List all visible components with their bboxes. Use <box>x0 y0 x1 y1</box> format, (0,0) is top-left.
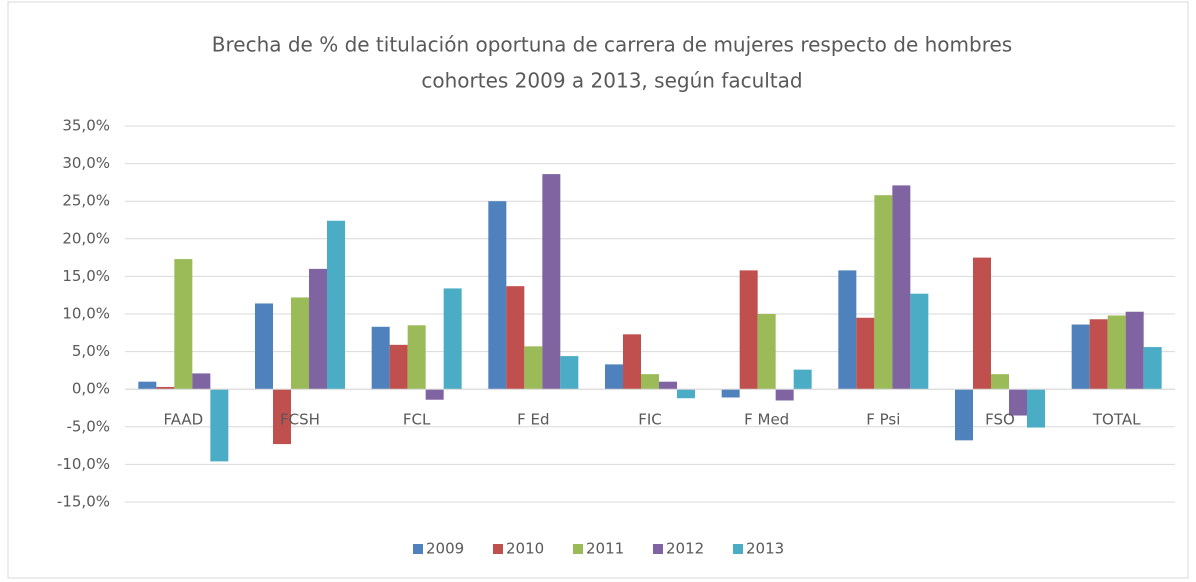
chart-frame <box>7 1 1189 579</box>
bar <box>407 325 426 390</box>
x-tick-label: TOTAL <box>1092 411 1141 429</box>
y-tick-label: -5,0% <box>66 417 110 435</box>
legend-swatch <box>493 544 503 554</box>
bar <box>1107 315 1126 390</box>
bar <box>1071 324 1090 390</box>
bar <box>874 195 893 390</box>
bar <box>1143 347 1162 390</box>
bar <box>838 270 857 390</box>
legend-swatch <box>733 544 743 554</box>
bar <box>425 389 444 400</box>
y-tick-label: 5,0% <box>72 342 110 360</box>
bar <box>892 185 911 390</box>
chart-title: Brecha de % de titulación oportuna de ca… <box>212 33 1012 57</box>
legend-label: 2010 <box>506 540 544 558</box>
bar <box>793 369 812 390</box>
bar <box>443 288 462 390</box>
x-tick-label: FIC <box>638 411 662 429</box>
bar <box>991 374 1009 390</box>
y-tick-label: 30,0% <box>62 154 110 172</box>
bar <box>1009 389 1027 416</box>
bar <box>856 317 875 390</box>
bar <box>309 268 327 390</box>
bar <box>605 364 623 390</box>
bar <box>542 174 561 390</box>
y-tick-label: 20,0% <box>62 229 110 247</box>
x-tick-label: F Ed <box>517 411 549 429</box>
bar <box>156 386 175 390</box>
bar <box>255 303 273 390</box>
y-tick-label: 15,0% <box>62 267 110 285</box>
bar <box>910 293 929 390</box>
bar <box>210 389 229 462</box>
bar <box>291 297 309 390</box>
bar <box>739 270 758 390</box>
legend-label: 2009 <box>426 540 464 558</box>
bar <box>973 257 991 390</box>
bar <box>560 356 579 390</box>
bar <box>524 346 543 390</box>
x-tick-label: F Psi <box>866 411 900 429</box>
y-tick-label: 0,0% <box>72 380 110 398</box>
x-tick-label: F Med <box>744 411 789 429</box>
x-tick-label: FCL <box>403 411 431 429</box>
bar <box>757 314 776 390</box>
legend-label: 2011 <box>586 540 624 558</box>
legend-swatch <box>653 544 663 554</box>
bar <box>623 334 641 390</box>
bar <box>1027 389 1045 428</box>
legend-swatch <box>413 544 423 554</box>
chart-title: cohortes 2009 a 2013, según facultad <box>421 69 802 93</box>
y-tick-label: 25,0% <box>62 192 110 210</box>
bar <box>488 201 507 390</box>
bar <box>775 389 794 401</box>
bar <box>273 389 291 445</box>
bar <box>192 373 211 390</box>
bar <box>677 389 695 399</box>
legend-label: 2012 <box>666 540 704 558</box>
bar <box>506 286 525 390</box>
y-tick-label: 35,0% <box>62 117 110 135</box>
legend-swatch <box>573 544 583 554</box>
x-tick-label: FCSH <box>280 411 320 429</box>
y-tick-label: -15,0% <box>57 493 110 511</box>
bar <box>659 381 677 390</box>
bar <box>389 344 408 390</box>
bar <box>1125 311 1144 390</box>
legend-label: 2013 <box>746 540 784 558</box>
x-tick-label: FAAD <box>163 411 203 429</box>
x-tick-label: FSO <box>985 411 1015 429</box>
y-tick-label: -10,0% <box>57 455 110 473</box>
y-tick-label: 10,0% <box>62 305 110 323</box>
bar <box>327 220 345 390</box>
bar <box>721 389 740 398</box>
bar <box>174 259 193 390</box>
bar <box>138 381 157 390</box>
bar <box>1089 319 1108 390</box>
bar <box>955 389 973 441</box>
bar <box>371 326 390 390</box>
bar <box>641 374 659 390</box>
